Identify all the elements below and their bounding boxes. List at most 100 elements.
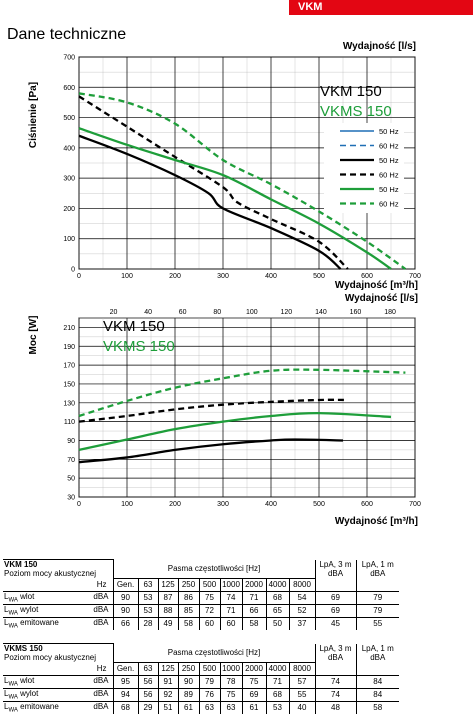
table-cell: 63 (219, 700, 242, 714)
power-chart: 30 50 70 90 110 130 150 170 190 210 0 100 200 300 400 5… (28, 309, 421, 527)
x-axis-label: Wydajność [m³/h] (335, 516, 418, 527)
row-label-part: WA (8, 623, 18, 630)
band-column-header: 8000 (288, 661, 315, 675)
lpa1-blank (355, 662, 399, 675)
band-column-header: 2000 (241, 661, 266, 675)
table-cell: 40 (288, 700, 315, 714)
table-cell: 49 (157, 616, 178, 630)
x-tick-label: 0 (77, 273, 81, 280)
table-cell: 63 (198, 700, 220, 714)
band-column-header: 8000 (288, 577, 315, 591)
y-tick-label: 100 (63, 236, 75, 243)
row-label: LWA wylot dBA (3, 687, 113, 701)
x-tick-label: 600 (361, 501, 373, 508)
row-label: LWA emitowane dBA (3, 700, 113, 714)
lpa3-blank (314, 578, 356, 591)
row-label-part: dBA (93, 617, 109, 627)
table-cell: 89 (177, 687, 199, 701)
lpa1-value: 84 (355, 674, 399, 688)
table-cell: 61 (177, 700, 199, 714)
y-axis-label: Ciśnienie [Pa] (28, 82, 39, 148)
row-label-part: wlot (17, 591, 35, 601)
lpa1-value: 55 (355, 616, 399, 630)
row-label-part: wylot (17, 688, 39, 698)
legend-label: 50 Hz (379, 156, 399, 165)
y-tick-label: 700 (63, 55, 75, 62)
x-tick-label: 100 (121, 273, 133, 280)
legend-label: 60 Hz (379, 142, 399, 151)
table-cell: 74 (219, 590, 242, 604)
y-tick-label: 170 (63, 363, 75, 370)
table-cell: 53 (265, 700, 289, 714)
chart-title: VKM 150 (320, 83, 382, 100)
y-tick-label: 210 (63, 325, 75, 332)
y-tick-label: 50 (67, 476, 75, 483)
acoustic-table: VKM 150 Poziom mocy akustycznej Pasma częs… (3, 559, 399, 630)
table-cell: 71 (265, 674, 289, 688)
legend-box (324, 123, 404, 213)
band-column-header: 4000 (265, 661, 289, 675)
x2-tick-label: 60 (179, 309, 187, 316)
table-cell: 55 (288, 687, 315, 701)
band-column-header: 250 (177, 577, 199, 591)
x2-tick-label: 80 (213, 309, 221, 316)
table-cell: 90 (112, 603, 138, 617)
table-cell: 60 (198, 616, 220, 630)
row-label-part: wlot (17, 675, 35, 685)
lpa1-value: 84 (355, 687, 399, 701)
table-cell: 51 (157, 700, 178, 714)
y-tick-label: 30 (67, 495, 75, 502)
page-title: Dane techniczne (7, 26, 127, 43)
series-line (78, 127, 392, 270)
x-axis-label: Wydajność [m³/h] (335, 280, 418, 291)
band-column-header: 1000 (219, 577, 242, 591)
row-label: LWA wlot dBA (3, 590, 113, 604)
band-column-header: 1000 (219, 661, 242, 675)
table-cell: 50 (265, 616, 289, 630)
x-tick-label: 400 (265, 501, 277, 508)
band-column-header: 63 (137, 661, 158, 675)
hz-label: Hz (96, 663, 107, 673)
lpa1-header: LpA, 1 m dBA (355, 559, 399, 578)
row-label: LWA wlot dBA (3, 674, 113, 688)
table-cell: 56 (137, 687, 158, 701)
table-title: VKMS 150 Poziom mocy akustycznej (3, 643, 113, 662)
x-tick-label: 700 (409, 501, 421, 508)
table-cell: 87 (157, 590, 178, 604)
row-label: LWA emitowane dBA (3, 616, 113, 630)
row-label-part: dBA (93, 675, 109, 685)
band-column-header: 125 (157, 577, 178, 591)
x2-tick-label: 140 (315, 309, 327, 316)
lpa1-blank (355, 578, 399, 591)
band-column-header: Gen. (112, 577, 138, 591)
table-cell: 58 (177, 616, 199, 630)
lpa3-value: 74 (314, 674, 356, 688)
y-tick-label: 70 (67, 457, 75, 464)
series-line (78, 368, 406, 418)
hz-label: Hz (96, 579, 107, 589)
table-cell: 37 (288, 616, 315, 630)
row-label-part: WA (8, 597, 18, 604)
x-tick-label: 700 (409, 273, 421, 280)
top-x-axis-label: Wydajność [l/s] (343, 41, 416, 52)
table-subtitle: Poziom mocy akustycznej (4, 653, 97, 662)
legend-label: 60 Hz (379, 171, 399, 180)
table-cell: 78 (219, 674, 242, 688)
table-cell: 54 (288, 590, 315, 604)
table-cell: 71 (241, 590, 266, 604)
product-badge: VKM (289, 0, 473, 15)
x-tick-label: 200 (169, 501, 181, 508)
table-cell: 66 (241, 603, 266, 617)
table-model-name: VKM 150 (4, 560, 38, 569)
y-tick-label: 600 (63, 85, 75, 92)
chart-title: VKM 150 (103, 318, 165, 335)
row-label-part: WA (8, 681, 18, 688)
y-tick-label: 150 (63, 381, 75, 388)
row-label-part: L (4, 591, 9, 601)
chart-title: VKMS 150 (320, 103, 392, 120)
table-cell: 85 (177, 603, 199, 617)
y-tick-label: 0 (71, 267, 75, 274)
lpa3-blank (314, 662, 356, 675)
x-tick-label: 200 (169, 273, 181, 280)
table-cell: 71 (219, 603, 242, 617)
